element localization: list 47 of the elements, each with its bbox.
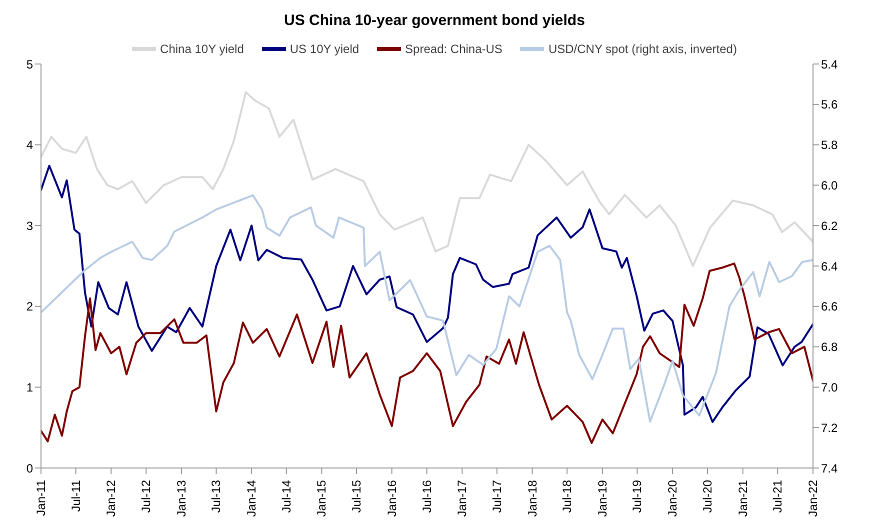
line-series xyxy=(41,91,813,267)
x-tick-label: Jul-18 xyxy=(560,480,574,513)
y-tick-label: 5 xyxy=(26,57,34,72)
y2-tick-label: 6.0 xyxy=(821,178,838,192)
y2-tick-label: 5.8 xyxy=(821,138,838,152)
legend-label: US 10Y yield xyxy=(290,42,360,56)
x-tick-label: Jul-20 xyxy=(700,480,715,513)
x-tick-label: Jul-16 xyxy=(420,480,434,513)
y2-tick-label: 7.0 xyxy=(821,380,838,394)
x-tick-label: Jul-15 xyxy=(349,480,364,513)
y-tick-label: 3 xyxy=(26,218,34,233)
x-tick-label: Jan-12 xyxy=(104,480,118,517)
y-tick-label: 0 xyxy=(26,461,34,476)
x-tick-label: Jan-14 xyxy=(244,480,259,517)
y2-tick-label: 7.2 xyxy=(821,420,838,435)
x-tick-label: Jul-13 xyxy=(209,480,224,513)
x-tick-label: Jan-15 xyxy=(314,480,329,517)
y2-tick-label: 5.4 xyxy=(821,57,838,72)
line-series xyxy=(41,262,813,444)
x-tick-label: Jan-13 xyxy=(174,480,188,517)
x-tick-label: Jul-14 xyxy=(279,480,294,513)
y2-tick-label: 6.8 xyxy=(821,340,838,354)
y-tick-label: 4 xyxy=(26,138,34,152)
x-tick-label: Jul-17 xyxy=(490,480,504,513)
y2-tick-label: 6.4 xyxy=(821,259,838,274)
x-tick-label: Jul-19 xyxy=(630,480,644,513)
legend-label: USD/CNY spot (right axis, inverted) xyxy=(548,42,737,56)
x-tick-label: Jan-19 xyxy=(595,480,610,517)
x-tick-label: Jan-18 xyxy=(525,480,540,517)
y2-tick-label: 6.6 xyxy=(821,300,838,314)
x-tick-label: Jan-21 xyxy=(736,480,750,517)
legend-label: China 10Y yield xyxy=(160,42,244,56)
x-tick-label: Jul-11 xyxy=(68,480,83,512)
y2-tick-label: 6.2 xyxy=(821,218,838,233)
x-tick-label: Jan-17 xyxy=(455,480,470,517)
x-tick-label: Jan-20 xyxy=(666,480,680,517)
legend-label: Spread: China-US xyxy=(405,42,502,56)
y-tick-label: 2 xyxy=(26,300,34,314)
chart-title: US China 10-year government bond yields xyxy=(283,11,586,31)
x-tick-label: Jul-12 xyxy=(139,480,154,513)
x-tick-label: Jan-11 xyxy=(34,480,48,516)
y2-tick-label: 7.4 xyxy=(821,461,838,476)
y-tick-label: 1 xyxy=(26,380,34,394)
y2-tick-label: 5.6 xyxy=(821,98,838,112)
x-tick-label: Jul-21 xyxy=(770,480,785,513)
x-tick-label: Jan-16 xyxy=(384,480,399,517)
x-tick-label: Jan-22 xyxy=(806,480,820,517)
